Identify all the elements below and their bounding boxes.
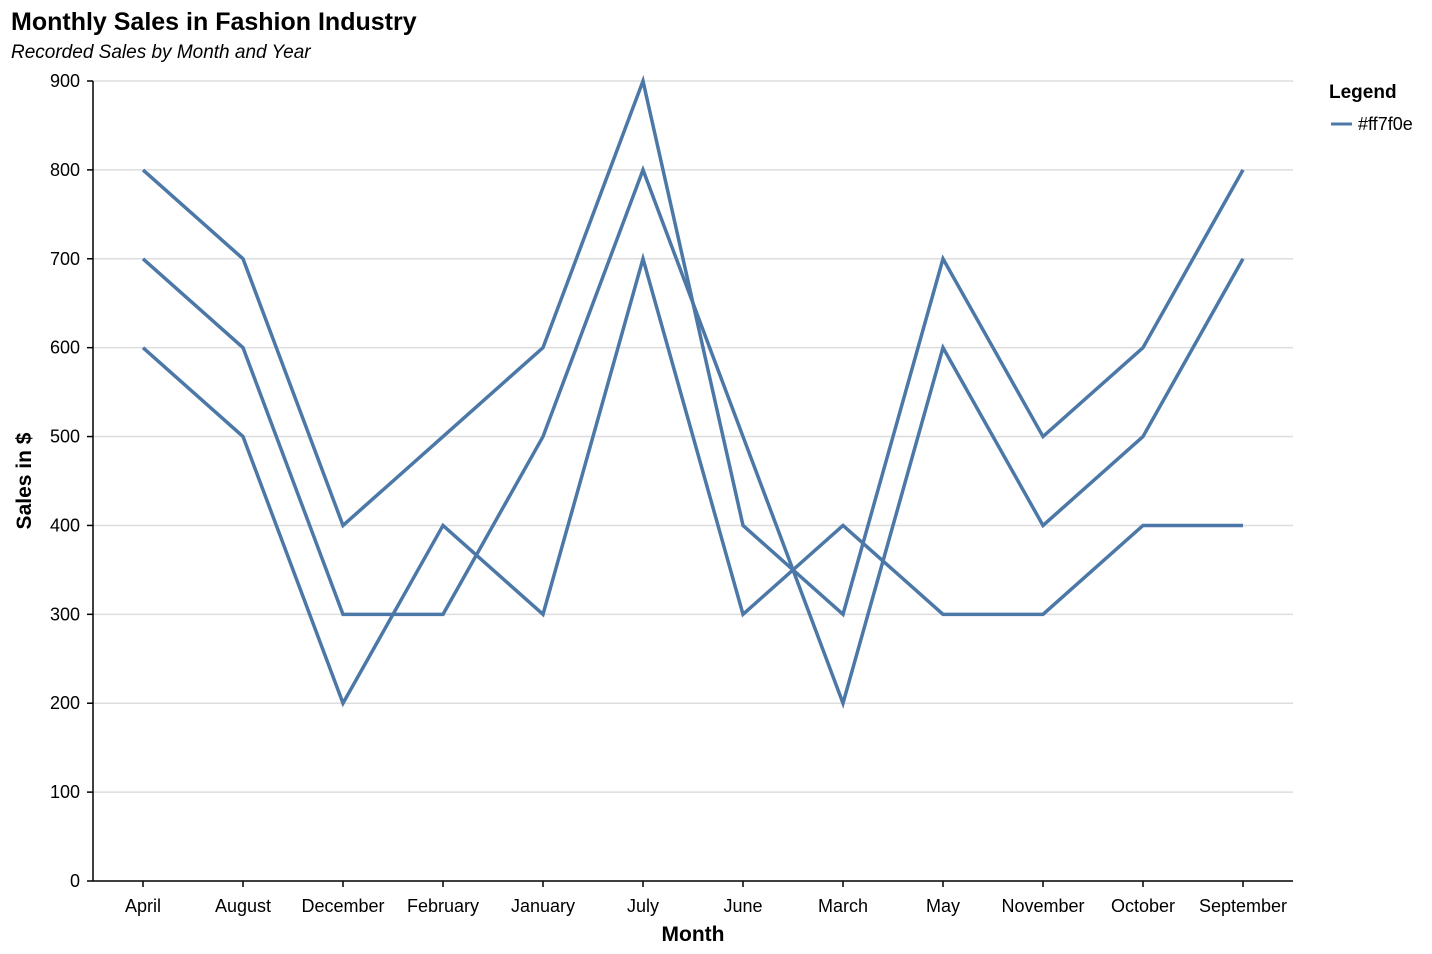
series-line-3 (141, 252, 1243, 708)
y-tick-label: 200 (50, 693, 80, 713)
chart-title: Monthly Sales in Fashion Industry (11, 8, 417, 36)
x-tick-label: July (627, 896, 659, 916)
x-tick-label: April (125, 896, 161, 916)
y-tick-label: 900 (50, 71, 80, 91)
x-tick-label: August (215, 896, 271, 916)
y-axis: 0 100 200 300 400 500 600 700 800 900 (50, 71, 94, 891)
series-lines (141, 74, 1245, 709)
x-tick-label: December (301, 896, 384, 916)
y-tick-label: 400 (50, 515, 80, 535)
x-tick-label: March (818, 896, 868, 916)
legend: Legend #ff7f0e (1329, 82, 1413, 134)
x-axis: April August December February January July Ju… (93, 880, 1293, 916)
y-tick-label: 800 (50, 160, 80, 180)
x-tick-label: January (511, 896, 575, 916)
legend-entry-label: #ff7f0e (1358, 114, 1413, 134)
x-tick-label: October (1111, 896, 1175, 916)
series-line-2 (141, 164, 1245, 709)
chart-subtitle: Recorded Sales by Month and Year (11, 42, 311, 63)
x-tick-label: November (1001, 896, 1084, 916)
y-tick-label: 700 (50, 249, 80, 269)
x-tick-label: June (723, 896, 762, 916)
y-tick-label: 600 (50, 338, 80, 358)
legend-title: Legend (1329, 82, 1397, 103)
y-tick-label: 100 (50, 782, 80, 802)
x-axis-title: Month (662, 923, 725, 946)
y-tick-label: 500 (50, 427, 80, 447)
x-tick-label: February (407, 896, 479, 916)
x-tick-label: May (926, 896, 960, 916)
y-axis-title: Sales in $ (13, 432, 36, 529)
y-tick-label: 0 (70, 871, 80, 891)
y-tick-label: 300 (50, 604, 80, 624)
x-tick-label: September (1199, 896, 1287, 916)
